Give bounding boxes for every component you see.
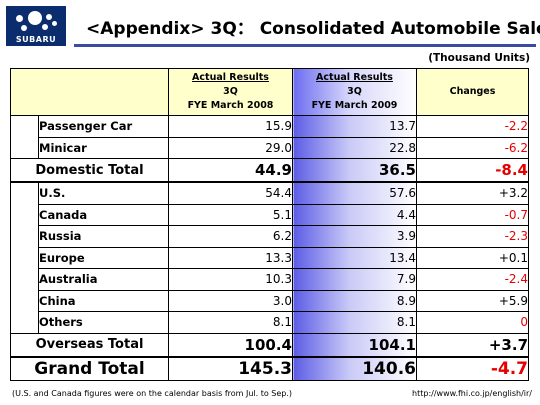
row-label: Russia [38,225,169,248]
grand-total-row: Grand Total 145.3 140.6 -4.7 [10,355,529,381]
row-label: Minicar [38,136,169,159]
row-label: Europe [38,246,169,269]
value-fy2009: 8.9 [292,289,417,312]
overseas-total-row: Overseas Total 100.4 104.1 +3.7 [10,332,529,357]
value-change: -2.4 [416,268,529,291]
overseas-total-fy2009: 104.1 [292,332,417,357]
logo-star-icon [46,14,52,20]
value-fy2008: 10.3 [168,268,293,291]
footer-url[interactable]: http://www.fhi.co.jp/english/ir/ [412,389,532,398]
units-label: (Thousand Units) [428,52,530,64]
domestic-total-fy2008: 44.9 [168,158,293,183]
table-row: Australia 10.3 7.9 -2.4 [11,268,529,291]
grand-total-fy2008: 145.3 [168,355,293,381]
subaru-logo: SUBARU [6,6,66,46]
value-fy2009: 7.9 [292,268,417,291]
table-header-row: Actual Results 3Q FYE March 2008 Actual … [10,68,529,116]
overseas-total-label: Overseas Total [10,332,169,357]
grand-total-fy2009: 140.6 [292,355,417,381]
domestic-total-label: Domestic Total [10,158,169,183]
value-change: +3.2 [416,181,529,205]
value-fy2009: 4.4 [292,203,417,226]
value-fy2008: 8.1 [168,311,293,334]
table-row: Canada 5.1 4.4 -0.7 [11,203,529,226]
header-col-fy2008-line1: Actual Results [192,72,269,83]
value-fy2009: 13.7 [292,115,417,138]
header-col-fy2009-line1: Actual Results [316,72,393,83]
table-row: Passenger Car 15.9 13.7 -2.2 [10,115,529,159]
value-fy2008: 5.1 [168,203,293,226]
sales-table: Actual Results 3Q FYE March 2008 Actual … [10,68,529,381]
header-corner [10,68,169,116]
indent-cell [10,115,39,159]
value-change: -2.3 [416,225,529,248]
grand-total-label: Grand Total [10,355,169,381]
value-change: -6.2 [416,136,529,159]
header-col-changes: Changes [416,68,529,116]
row-label: Passenger Car [38,115,169,138]
domestic-total-fy2009: 36.5 [292,158,417,183]
value-fy2009: 22.8 [292,136,417,159]
table-row: Minicar 29.0 22.8 -6.2 [11,136,529,159]
table-row: Others 8.1 8.1 0 [11,311,529,334]
value-fy2009: 8.1 [292,311,417,334]
table-row: U.S. 54.4 57.6 +3.2 [10,181,529,334]
logo-star-icon [16,15,23,22]
value-change: +0.1 [416,246,529,269]
grand-total-change: -4.7 [416,355,529,381]
header-col-fy2009-line3: FYE March 2009 [311,100,398,111]
table-row: Europe 13.3 13.4 +0.1 [11,246,529,269]
value-fy2008: 13.3 [168,246,293,269]
logo-star-icon [52,21,57,26]
value-fy2008: 54.4 [168,181,293,205]
value-change: +5.9 [416,289,529,312]
row-label: Others [38,311,169,334]
row-label: Australia [38,268,169,291]
header-col-fy2009: Actual Results 3Q FYE March 2009 [292,68,417,116]
overseas-total-fy2008: 100.4 [168,332,293,357]
value-change: 0 [416,311,529,334]
value-fy2009: 13.4 [292,246,417,269]
value-fy2008: 3.0 [168,289,293,312]
row-label: China [38,289,169,312]
logo-text: SUBARU [15,35,57,44]
row-label: Canada [38,203,169,226]
value-fy2008: 6.2 [168,225,293,248]
value-change: -0.7 [416,203,529,226]
value-change: -2.2 [416,115,529,138]
domestic-total-change: -8.4 [416,158,529,183]
header-col-fy2008-line2: 3Q [223,86,238,97]
table-row: China 3.0 8.9 +5.9 [11,289,529,312]
value-fy2008: 29.0 [168,136,293,159]
indent-cell [10,181,39,334]
header-col-fy2009-line2: 3Q [347,86,362,97]
logo-star-icon [28,11,42,25]
row-label: U.S. [38,181,169,205]
table-row: Russia 6.2 3.9 -2.3 [11,225,529,248]
header-col-fy2008-line3: FYE March 2008 [187,100,274,111]
value-fy2009: 57.6 [292,181,417,205]
header-col-fy2008: Actual Results 3Q FYE March 2008 [168,68,293,116]
domestic-total-row: Domestic Total 44.9 36.5 -8.4 [10,158,529,183]
logo-star-icon [42,24,48,30]
value-fy2008: 15.9 [168,115,293,138]
page-title: <Appendix> 3Q： Consolidated Automobile S… [86,19,540,39]
header-col-changes-label: Changes [449,86,496,97]
footnote: (U.S. and Canada figures were on the cal… [12,389,293,398]
overseas-total-change: +3.7 [416,332,529,357]
value-fy2009: 3.9 [292,225,417,248]
title-rule [74,44,536,47]
logo-star-icon [21,25,27,31]
